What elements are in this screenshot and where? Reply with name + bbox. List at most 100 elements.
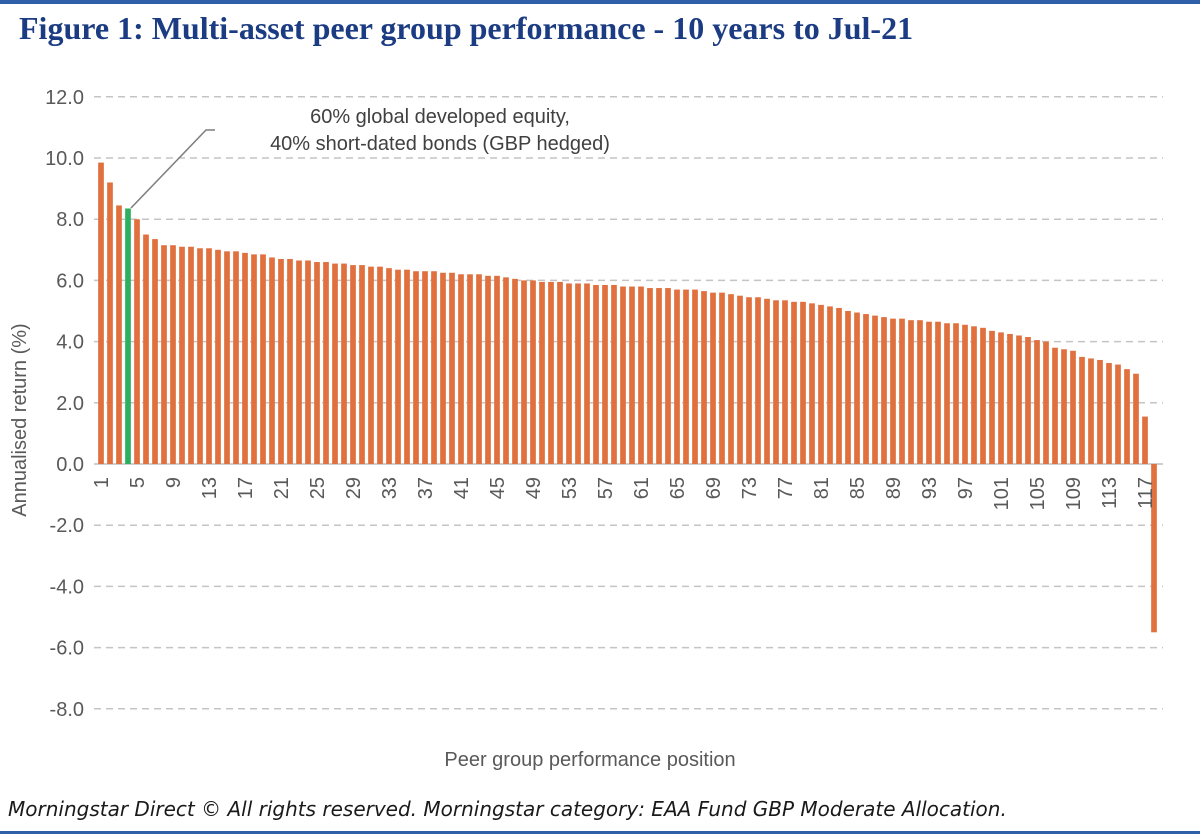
peer-bar: [1106, 363, 1112, 464]
peer-bar: [539, 281, 545, 464]
bottom-accent-rule: [0, 831, 1200, 834]
peer-bar: [1088, 358, 1094, 464]
y-tick-label: 6.0: [56, 270, 84, 292]
annotation-line-2: 40% short-dated bonds (GBP hedged): [270, 133, 610, 155]
peer-bar: [701, 291, 707, 464]
peer-bar: [296, 260, 302, 464]
peer-bar: [647, 288, 653, 464]
peer-bar: [584, 283, 590, 464]
x-tick-label: 37: [415, 477, 437, 499]
peer-bar: [899, 318, 905, 464]
x-tick-label: 45: [487, 477, 509, 499]
peer-bar: [458, 274, 464, 464]
peer-bar: [1115, 364, 1121, 464]
x-tick-label: 49: [523, 477, 545, 499]
peer-bar: [143, 234, 149, 464]
peer-bar: [872, 315, 878, 464]
peer-bar: [728, 294, 734, 464]
x-tick-label: 117: [1135, 477, 1157, 509]
peer-bar: [998, 332, 1004, 464]
peer-bar: [116, 205, 122, 464]
x-tick-label: 41: [451, 477, 473, 499]
peer-bar: [1070, 350, 1076, 464]
peer-bar: [611, 284, 617, 464]
x-tick-label: 77: [775, 477, 797, 499]
y-tick-labels: 12.0 10.0 8.0 6.0 4.0 2.0 0.0 -2.0 -4.0 -6.0 -8.0: [45, 87, 84, 721]
y-tick-label: -4.0: [50, 576, 84, 598]
peer-bar: [755, 297, 761, 464]
peer-bar: [809, 303, 815, 464]
peer-bar: [548, 281, 554, 464]
peer-bar: [1124, 369, 1130, 464]
y-tick-label: 2.0: [56, 393, 84, 415]
x-tick-label: 93: [919, 477, 941, 499]
peer-bar: [917, 320, 923, 464]
peer-bar: [1142, 416, 1148, 464]
peer-bar: [269, 257, 275, 464]
x-tick-label: 89: [883, 477, 905, 499]
x-tick-label: 101: [991, 477, 1013, 510]
x-tick-label: 29: [343, 477, 365, 499]
y-tick-label: 4.0: [56, 332, 84, 354]
peer-bar: [170, 245, 176, 464]
peer-bar: [332, 263, 338, 464]
peer-bar: [440, 272, 446, 464]
y-tick-label: 0.0: [56, 454, 84, 476]
peer-bar: [494, 275, 500, 464]
x-tick-label: 109: [1063, 477, 1085, 510]
y-tick-label: -6.0: [50, 638, 84, 660]
peer-bar: [1043, 341, 1049, 464]
peer-bar: [944, 323, 950, 464]
peer-bar: [260, 254, 266, 464]
y-tick-label: 12.0: [45, 87, 84, 109]
peer-bar: [377, 266, 383, 464]
peer-bar: [188, 246, 194, 464]
x-axis-title: Peer group performance position: [444, 749, 735, 770]
peer-bar: [323, 262, 329, 464]
x-tick-label: 9: [163, 477, 185, 488]
peer-bar: [521, 280, 527, 464]
peer-bar: [782, 300, 788, 464]
peer-bar: [485, 275, 491, 464]
x-tick-label: 61: [631, 477, 653, 499]
peer-bar: [251, 254, 257, 464]
x-tick-label: 53: [559, 477, 581, 499]
peer-bar: [1061, 349, 1067, 464]
peer-bar: [845, 311, 851, 464]
x-tick-label: 73: [739, 477, 761, 499]
x-tick-label: 13: [199, 477, 221, 499]
peer-bar: [341, 263, 347, 464]
peer-bar: [467, 274, 473, 464]
peer-bar: [197, 248, 203, 464]
peer-bar: [242, 252, 248, 464]
source-footnote: Morningstar Direct © All rights reserved…: [8, 797, 1007, 821]
peer-bar: [386, 268, 392, 464]
x-tick-label: 5: [127, 477, 149, 488]
peer-bar: [1052, 347, 1058, 464]
peer-bar: [215, 249, 221, 464]
peer-bar: [134, 219, 140, 464]
peer-bar: [773, 300, 779, 464]
peer-bar: [674, 289, 680, 464]
peer-bar: [476, 274, 482, 464]
peer-bar: [710, 292, 716, 464]
peer-bar: [566, 283, 572, 464]
annotation-line-1: 60% global developed equity,: [310, 106, 570, 128]
peer-bar: [737, 295, 743, 464]
peer-bar: [161, 245, 167, 464]
y-tick-label: 10.0: [45, 148, 84, 170]
x-tick-label: 97: [955, 477, 977, 499]
x-tick-label: 81: [811, 477, 833, 499]
peer-bar: [971, 326, 977, 464]
peer-bar: [962, 324, 968, 464]
peer-group-bar-chart: 12.010.08.06.04.02.00.0-2.0-4.0-6.0-8.0 …: [9, 87, 1163, 770]
peer-bar: [836, 307, 842, 464]
peer-bar: [449, 272, 455, 464]
highlighted-benchmark-bar: [125, 208, 131, 464]
peer-bar: [413, 271, 419, 464]
x-tick-labels: 1 5 9 13 17 21 25 29 33 37 41 45 49 53 57 61 65 69 73 77 81 8…: [91, 477, 1157, 510]
top-accent-rule: [0, 0, 1200, 4]
peer-bar: [890, 318, 896, 464]
peer-bar: [656, 288, 662, 464]
x-tick-label: 57: [595, 477, 617, 499]
